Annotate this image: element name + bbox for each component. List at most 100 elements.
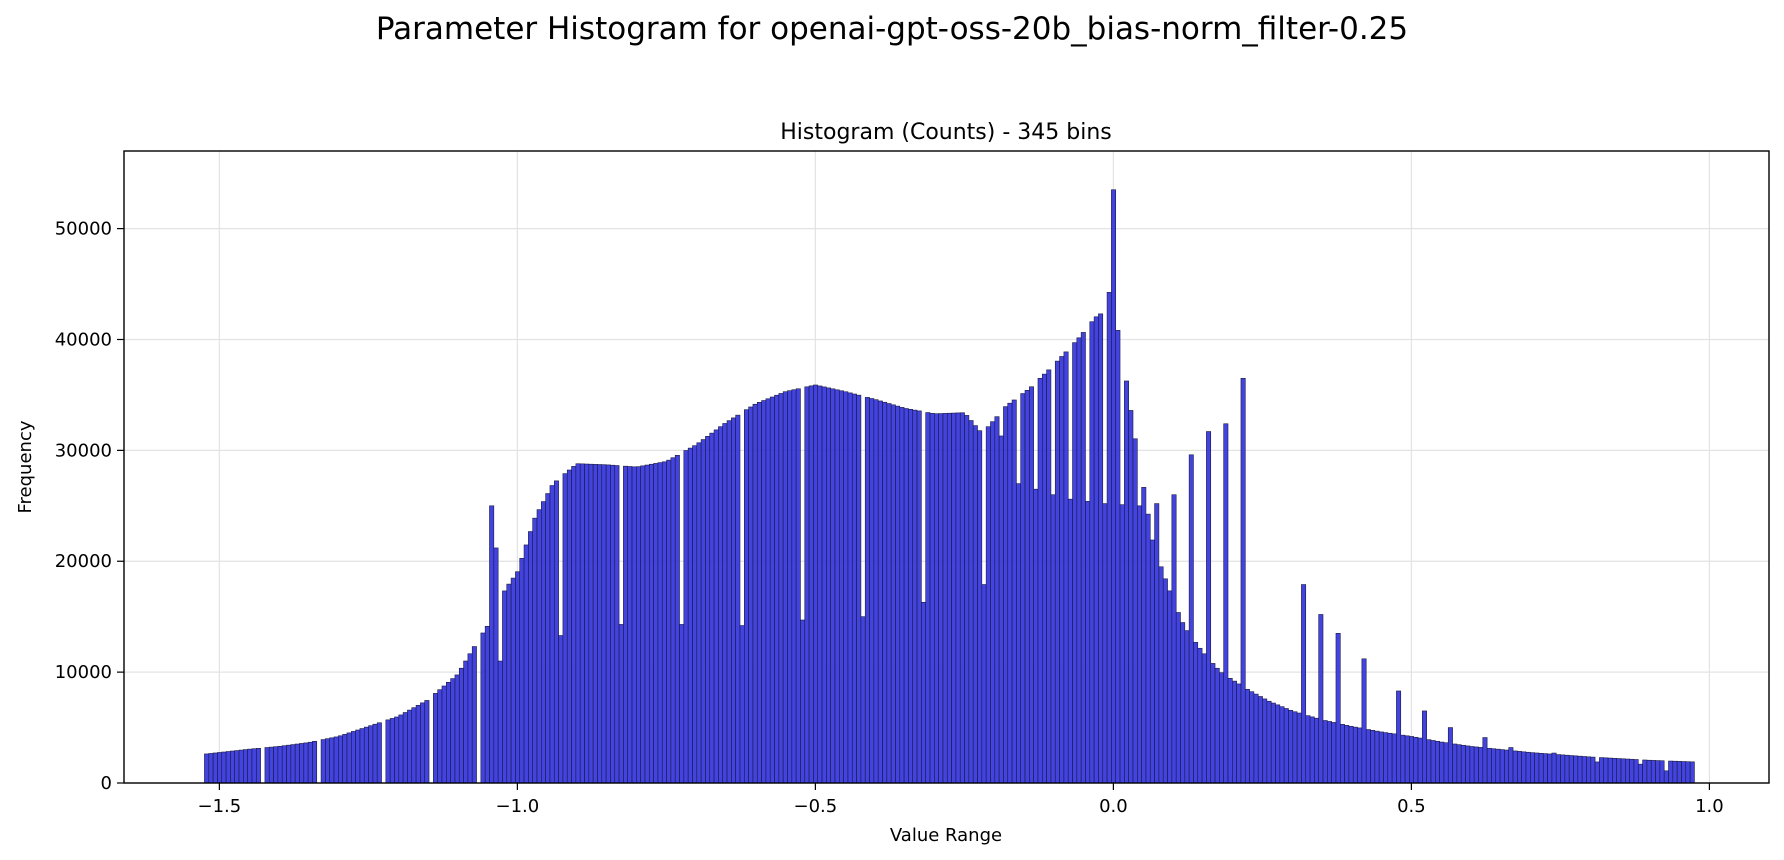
histogram-bar [1400, 734, 1406, 784]
histogram-bar [1663, 770, 1669, 784]
histogram-bars [204, 189, 1695, 784]
histogram-bar [450, 678, 456, 784]
histogram-bar [1547, 753, 1553, 784]
histogram-bar [562, 473, 568, 784]
histogram-bar [1352, 726, 1358, 784]
histogram-bar [873, 399, 879, 784]
histogram-bar [1149, 539, 1155, 784]
histogram-bar [489, 505, 495, 784]
histogram-bar [1033, 488, 1039, 784]
histogram-bar [1465, 745, 1471, 784]
histogram-bar [437, 689, 443, 784]
histogram-bar [765, 398, 771, 784]
histogram-bar [882, 401, 888, 784]
histogram-bar [286, 744, 292, 784]
histogram-bar [847, 392, 853, 784]
histogram-bar [1452, 743, 1458, 784]
histogram-bar [204, 753, 210, 784]
histogram-bar [1435, 740, 1440, 784]
histogram-bar [1560, 754, 1566, 784]
histogram-bar [864, 397, 870, 784]
histogram-bar [407, 709, 413, 784]
histogram-bar [1335, 633, 1341, 784]
histogram-bar [230, 750, 235, 784]
histogram-bar [1292, 711, 1298, 784]
histogram-bar [636, 466, 641, 784]
histogram-bar [1296, 712, 1302, 784]
histogram-bar [549, 485, 555, 784]
histogram-bar [1391, 733, 1397, 784]
histogram-bar [1184, 630, 1190, 784]
histogram-bar [1460, 744, 1466, 784]
histogram-bar [674, 455, 680, 784]
histogram-bar [808, 385, 814, 784]
histogram-bar [1210, 663, 1216, 784]
histogram-bar [541, 501, 546, 784]
histogram-bar [614, 465, 620, 784]
histogram-bar [1577, 755, 1583, 784]
histogram-bar [1301, 584, 1307, 784]
histogram-bar [1499, 749, 1505, 784]
histogram-bar [813, 384, 819, 784]
histogram-bar [1331, 722, 1337, 784]
histogram-bar [1603, 757, 1609, 784]
histogram-bar [1020, 393, 1026, 784]
histogram-bar [320, 739, 326, 784]
y-tick-label: 10000 [55, 662, 112, 683]
histogram-bar [972, 425, 978, 784]
x-tick-label: 1.0 [1695, 796, 1724, 817]
histogram-bar [528, 531, 533, 784]
histogram-bar [368, 725, 374, 784]
histogram-bar [718, 426, 724, 784]
histogram-bar [1029, 386, 1034, 784]
histogram-bar [834, 389, 840, 784]
histogram-bar [1633, 759, 1639, 784]
histogram-bar [290, 744, 296, 784]
histogram-bar [264, 747, 270, 784]
y-tick-label: 30000 [55, 440, 112, 461]
histogram-bar [610, 464, 616, 784]
histogram-bar [420, 702, 426, 784]
histogram-bar [1672, 760, 1678, 784]
histogram-bar [679, 624, 685, 784]
histogram-bar [329, 737, 335, 784]
histogram-bar [1637, 763, 1643, 784]
histogram-bar [1318, 614, 1324, 784]
histogram-bar [1478, 747, 1484, 784]
histogram-bar [1115, 330, 1121, 784]
histogram-bar [545, 493, 551, 784]
histogram-bar [1132, 438, 1138, 784]
histogram-bar [1365, 729, 1371, 784]
histogram-bar [1007, 402, 1013, 784]
histogram-bar [644, 464, 650, 784]
histogram-bar [925, 412, 931, 784]
histogram-bar [1370, 730, 1376, 784]
histogram-bar [342, 734, 348, 784]
histogram-bar [1197, 647, 1203, 784]
histogram-bar [1568, 755, 1574, 784]
histogram-bar [994, 416, 1000, 784]
histogram-bar [1348, 725, 1354, 784]
axes-title: Histogram (Counts) - 345 bins [780, 120, 1111, 145]
histogram-bar [1581, 756, 1587, 784]
histogram-bar [1659, 760, 1665, 784]
histogram-bar [454, 674, 460, 784]
histogram-bar [294, 743, 300, 784]
histogram-bar [1063, 351, 1069, 784]
histogram-bar [1137, 505, 1142, 784]
histogram-bar [683, 450, 689, 784]
histogram-bar [929, 413, 935, 784]
histogram-bar [584, 463, 590, 784]
histogram-bar [1668, 760, 1674, 784]
histogram-bar [553, 480, 559, 784]
histogram-bar [1361, 658, 1367, 784]
histogram-bar [588, 463, 594, 784]
histogram-bar [1689, 761, 1695, 784]
histogram-bar [890, 404, 896, 784]
histogram-bar [243, 749, 248, 784]
histogram-bar [1067, 498, 1073, 784]
histogram-bar [1162, 578, 1168, 784]
histogram-bar [1413, 736, 1419, 784]
histogram-bar [1072, 342, 1078, 784]
